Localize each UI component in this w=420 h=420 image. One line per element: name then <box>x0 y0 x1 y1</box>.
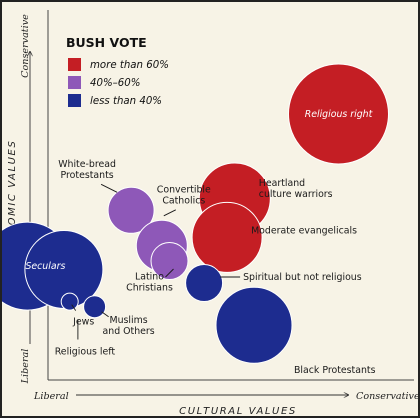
label-muslims-and-others: Muslims and Others <box>103 315 155 337</box>
label-religious-right: Religious right <box>305 109 373 120</box>
label-jews: Jews <box>72 317 94 328</box>
bubble-religious-left <box>24 230 104 309</box>
label-white-bread-protestants: White-bread Protestants <box>58 159 116 181</box>
leader-line-convertible-catholics <box>163 209 177 217</box>
y-axis-title: ECONOMIC VALUES <box>7 140 18 261</box>
legend-label-low: less than 40% <box>90 96 162 107</box>
bubble-moderate-evangelicals <box>191 201 263 273</box>
leader-line-muslims-and-others <box>101 311 109 318</box>
bubble-latino-christians <box>150 242 189 280</box>
label-convertible-catholics: Convertible Catholics <box>157 184 211 206</box>
legend-swatch-mid <box>68 76 81 89</box>
y-axis-high-label: Conservative <box>20 14 31 78</box>
legend-title: BUSH VOTE <box>66 35 147 50</box>
label-religious-left: Religious left <box>55 347 116 358</box>
x-axis-low-label: Liberal <box>33 391 69 402</box>
bubble-black-protestants <box>215 286 293 364</box>
bubble-jews <box>60 292 79 311</box>
legend-swatch-high <box>68 58 81 71</box>
bubbles <box>2 63 389 364</box>
legend: BUSH VOTE more than 60% 40%–60% less tha… <box>66 35 169 107</box>
leader-line-latino-christians <box>165 268 174 278</box>
y-axis-low-label: Liberal <box>20 349 31 385</box>
legend-label-mid: 40%–60% <box>90 78 140 89</box>
legend-swatch-low <box>68 94 81 107</box>
label-heartland-culture-warriors: Heartland culture warriors <box>259 178 333 200</box>
bubble-white-bread-protestants <box>107 186 155 234</box>
bubble-spiritual-but-not-religious <box>185 264 224 302</box>
leader-line-jews <box>71 304 77 311</box>
axes: Conservative Liberal ECONOMIC VALUES Lib… <box>7 10 420 417</box>
leader-line-white-bread-protestants <box>100 183 118 193</box>
x-axis-high-label: Conservative <box>356 391 420 402</box>
bubble-labels: Religious right Heartland culture warriors… <box>25 109 375 376</box>
bubble-muslims-and-others <box>83 295 107 319</box>
label-latino-christians: Latino Christians <box>126 272 173 294</box>
x-axis-title: CULTURAL VALUES <box>179 406 297 417</box>
bubble-religious-right <box>288 63 389 165</box>
label-seculars: Seculars <box>25 261 65 272</box>
legend-label-high: more than 60% <box>90 60 169 71</box>
label-moderate-evangelicals: Moderate evangelicals <box>251 225 357 236</box>
label-black-protestants: Black Protestants <box>294 365 376 376</box>
label-spiritual-but-not-religious: Spiritual but not religious <box>243 272 362 283</box>
leader-lines <box>71 183 241 340</box>
